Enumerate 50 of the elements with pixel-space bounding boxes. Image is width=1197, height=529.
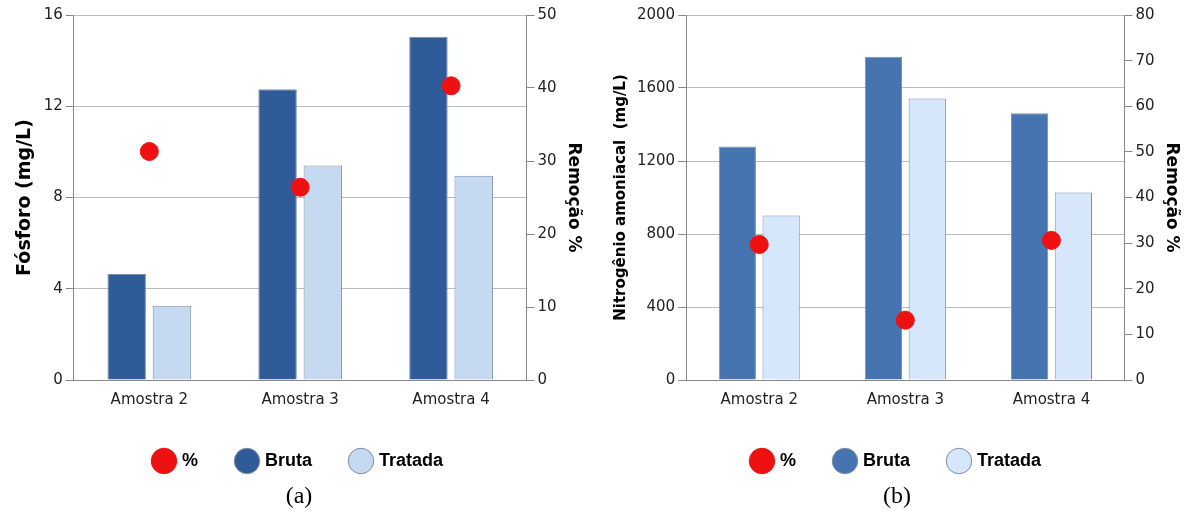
legend-label: %	[181, 449, 198, 470]
x-tick-label: Amostra 4	[412, 389, 490, 408]
y2-axis-title: Remoção %	[565, 142, 586, 253]
point	[895, 310, 915, 330]
x-tick-label: Amostra 3	[866, 389, 945, 408]
x-tick-label: Amostra 3	[261, 389, 339, 408]
y-tick-label: 4	[53, 278, 63, 297]
y2-tick-label: 10	[1135, 324, 1155, 343]
y2-tick-label: 0	[537, 369, 548, 388]
text: (b)	[882, 482, 912, 509]
legend-label: Bruta	[264, 449, 313, 470]
y-tick-label: 1200	[636, 150, 676, 169]
point	[290, 177, 310, 197]
y2-tick-label: 50	[537, 4, 557, 23]
point	[749, 234, 769, 254]
y2-tick-label: 40	[1135, 187, 1155, 206]
point	[441, 76, 461, 96]
y2-tick-label: 50	[1135, 141, 1155, 160]
x-tick-label: Amostra 4	[1012, 389, 1091, 408]
y2-tick-label: 20	[537, 223, 557, 242]
y-axis-title: Nitrogênio amoniacal (mg/L)	[610, 74, 629, 321]
y-tick-label: 2000	[636, 4, 676, 23]
y2-tick-label: 80	[1135, 4, 1155, 23]
y2-tick-label: 70	[1135, 50, 1155, 69]
point	[1041, 230, 1061, 250]
point	[139, 142, 159, 162]
legend-label: Tratada	[976, 449, 1043, 470]
y-tick-label: 16	[43, 4, 63, 23]
legend-label: Tratada	[378, 449, 445, 470]
y2-tick-label: 30	[1135, 233, 1155, 252]
y2-tick-label: 10	[537, 296, 557, 315]
x-tick-label: Amostra 2	[110, 389, 189, 408]
legend-label: Bruta	[862, 449, 911, 470]
y2-axis-title: Remoção %	[1163, 142, 1184, 253]
y2-tick-label: 30	[537, 150, 557, 169]
y2-tick-label: 20	[1135, 278, 1155, 297]
y2-tick-label: 0	[1135, 369, 1146, 388]
y-axis-title: Fósforo (mg/L)	[12, 119, 35, 276]
y-tick-label: 800	[646, 223, 676, 242]
y-tick-label: 400	[646, 296, 676, 315]
y2-tick-label: 40	[537, 77, 557, 96]
y-tick-label: 1600	[636, 77, 676, 96]
y-tick-label: 8	[53, 187, 63, 206]
y-tick-label: 12	[43, 96, 63, 115]
text: (a)	[284, 482, 314, 509]
legend-label: %	[779, 449, 796, 470]
y-tick-label: 0	[53, 369, 63, 388]
x-tick-label: Amostra 2	[720, 389, 798, 408]
y2-tick-label: 60	[1135, 96, 1155, 115]
y-tick-label: 0	[665, 369, 676, 388]
